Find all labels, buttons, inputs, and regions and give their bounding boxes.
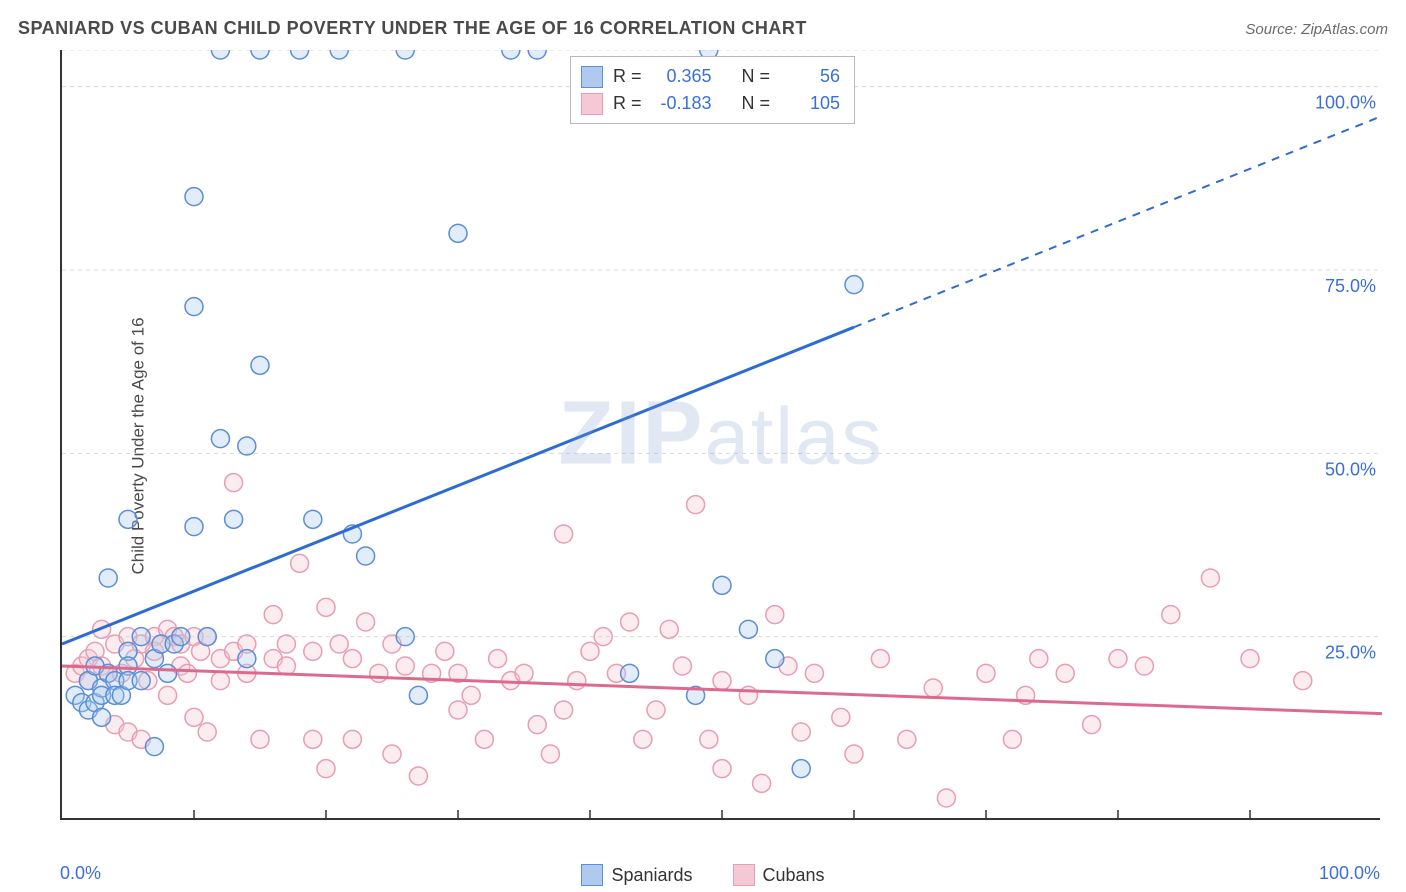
- stats-swatch-spaniards: [581, 66, 603, 88]
- title-bar: SPANIARD VS CUBAN CHILD POVERTY UNDER TH…: [18, 18, 1388, 39]
- plot-area: 25.0%50.0%75.0%100.0% ZIPatlas: [60, 50, 1380, 820]
- legend-label-spaniards: Spaniards: [611, 865, 692, 886]
- r-value-spaniards: 0.365: [652, 63, 712, 90]
- r-label: R =: [613, 90, 642, 117]
- n-label: N =: [742, 90, 771, 117]
- source-prefix: Source:: [1245, 21, 1301, 38]
- bottom-legend: Spaniards Cubans: [0, 864, 1406, 886]
- legend-item-cubans: Cubans: [733, 864, 825, 886]
- legend-swatch-cubans: [733, 864, 755, 886]
- legend-label-cubans: Cubans: [763, 865, 825, 886]
- n-value-cubans: 105: [780, 90, 840, 117]
- svg-text:50.0%: 50.0%: [1325, 459, 1376, 479]
- stats-legend: R = 0.365 N = 56 R = -0.183 N = 105: [570, 56, 855, 124]
- r-value-cubans: -0.183: [652, 90, 712, 117]
- scatter-chart: 25.0% 50.0% 75.0% 100.0%: [62, 50, 1382, 820]
- svg-text:100.0%: 100.0%: [1315, 93, 1376, 113]
- n-value-spaniards: 56: [780, 63, 840, 90]
- legend-item-spaniards: Spaniards: [581, 864, 692, 886]
- stats-row-cubans: R = -0.183 N = 105: [581, 90, 840, 117]
- svg-text:25.0%: 25.0%: [1325, 643, 1376, 663]
- stats-row-spaniards: R = 0.365 N = 56: [581, 63, 840, 90]
- legend-swatch-spaniards: [581, 864, 603, 886]
- r-label: R =: [613, 63, 642, 90]
- source-attribution: Source: ZipAtlas.com: [1245, 21, 1388, 38]
- svg-text:75.0%: 75.0%: [1325, 276, 1376, 296]
- chart-title: SPANIARD VS CUBAN CHILD POVERTY UNDER TH…: [18, 18, 807, 39]
- n-label: N =: [742, 63, 771, 90]
- source-name: ZipAtlas.com: [1301, 21, 1388, 38]
- stats-swatch-cubans: [581, 93, 603, 115]
